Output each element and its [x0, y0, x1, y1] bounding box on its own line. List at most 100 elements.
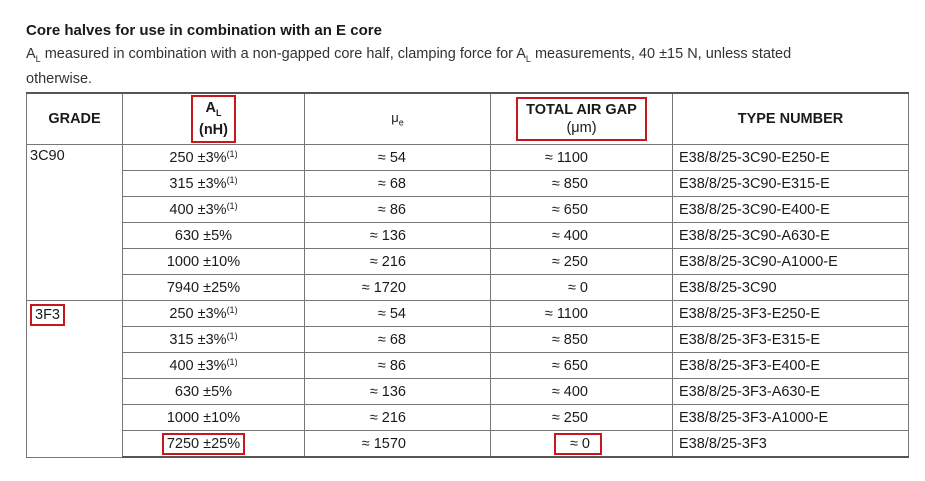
mu-cell: ≈ 136	[304, 222, 491, 249]
type-number-cell: E38/8/25-3C90	[672, 274, 909, 301]
table-row: 1000 ±10% ≈ 216 ≈ 250 E38/8/25-3F3-A1000-E	[27, 404, 909, 431]
table-row: 630 ±5% ≈ 136 ≈ 400 E38/8/25-3C90-A630-E	[27, 222, 909, 249]
table-row: 400 ±3%(1) ≈ 86 ≈ 650 E38/8/25-3C90-E400-E	[27, 196, 909, 223]
al-value: 250 ±3%(1)	[169, 148, 238, 166]
gap-cell: ≈ 1100	[490, 300, 673, 327]
header-gap: TOTAL AIR GAP (μm)	[490, 92, 673, 145]
gap-value: ≈ 400	[551, 383, 588, 400]
gap-value: ≈ 650	[551, 201, 588, 218]
al-value: 630 ±5%	[174, 383, 233, 400]
gap-cell: ≈ 650	[490, 196, 673, 223]
mu-cell: ≈ 54	[304, 144, 491, 171]
note-a-sub: L	[525, 53, 531, 64]
table-heading: Core halves for use in combination with …	[26, 22, 382, 39]
mu-cell: ≈ 136	[304, 378, 491, 405]
table-row: 1000 ±10% ≈ 216 ≈ 250 E38/8/25-3C90-A1000-E	[27, 248, 909, 275]
table-row: 400 ±3%(1) ≈ 86 ≈ 650 E38/8/25-3F3-E400-E	[27, 352, 909, 379]
gap-cell: ≈ 0	[490, 274, 673, 301]
mu-cell: ≈ 216	[304, 248, 491, 275]
mu-cell: ≈ 86	[304, 352, 491, 379]
note-text2: measurements, 40 ±15 N, unless stated ot…	[26, 46, 792, 87]
al-value: 7940 ±25%	[166, 279, 241, 296]
mu-cell: ≈ 86	[304, 196, 491, 223]
mu-cell: ≈ 1720	[304, 274, 491, 301]
type-number-cell: E38/8/25-3F3	[672, 430, 909, 458]
footnote-ref: (1)	[226, 148, 238, 159]
gap-value: ≈ 400	[551, 227, 588, 244]
type-number-cell: E38/8/25-3F3-E250-E	[672, 300, 909, 327]
highlight-box: AL (nH)	[191, 94, 236, 144]
gap-value: ≈ 0	[553, 432, 602, 455]
mu-cell: ≈ 54	[304, 300, 491, 327]
grade-cell: 3C90	[26, 144, 123, 301]
type-number-cell: E38/8/25-3F3-E400-E	[672, 352, 909, 379]
footnote-ref: (1)	[226, 174, 238, 185]
al-value: 7250 ±25%	[161, 432, 246, 455]
gap-value: ≈ 1100	[544, 149, 588, 166]
type-number-cell: E38/8/25-3F3-A1000-E	[672, 404, 909, 431]
header-row: GRADE AL (nH) μe TOTAL AIR GAP (μm) TYPE N…	[26, 92, 909, 145]
footnote-ref: (1)	[226, 304, 238, 315]
type-number-cell: E38/8/25-3C90-E315-E	[672, 170, 909, 197]
core-table: GRADE AL (nH) μe TOTAL AIR GAP (μm) TYPE N…	[26, 92, 909, 458]
al-cell: 250 ±3%(1)	[122, 300, 305, 327]
gap-cell: ≈ 0	[490, 430, 673, 458]
grade-cell: 3F3	[26, 300, 123, 458]
gap-cell: ≈ 850	[490, 326, 673, 353]
al-value: 400 ±3%(1)	[169, 356, 238, 374]
gap-cell: ≈ 650	[490, 352, 673, 379]
al-value: 400 ±3%(1)	[169, 200, 238, 218]
note-text1: measured in combination with a non-gappe…	[40, 46, 526, 62]
gap-value: ≈ 1100	[544, 305, 588, 322]
gap-cell: ≈ 400	[490, 378, 673, 405]
al-value: 630 ±5%	[174, 227, 233, 244]
gap-cell: ≈ 1100	[490, 144, 673, 171]
header-mu: μe	[304, 92, 491, 145]
gap-value: ≈ 850	[551, 175, 588, 192]
al-cell: 250 ±3%(1)	[122, 144, 305, 171]
footnote-ref: (1)	[226, 356, 238, 367]
gap-cell: ≈ 850	[490, 170, 673, 197]
grade-label: 3C90	[30, 148, 65, 164]
table-row: 3F3 250 ±3%(1) ≈ 54 ≈ 1100 E38/8/25-3F3-E250…	[26, 300, 909, 458]
gap-value: ≈ 650	[551, 357, 588, 374]
gap-value: ≈ 850	[551, 331, 588, 348]
gap-cell: ≈ 400	[490, 222, 673, 249]
al-cell: 400 ±3%(1)	[122, 196, 305, 223]
table-row: 3C90 250 ±3%(1) ≈ 54 ≈ 1100 E38/8/25-3C90-E2…	[26, 144, 909, 301]
al-value: 315 ±3%(1)	[169, 174, 238, 192]
type-number-cell: E38/8/25-3F3-A630-E	[672, 378, 909, 405]
mu-cell: ≈ 216	[304, 404, 491, 431]
al-cell: 315 ±3%(1)	[122, 170, 305, 197]
gap-value: ≈ 250	[551, 253, 588, 270]
header-al: AL (nH)	[122, 92, 305, 145]
al-cell: 1000 ±10%	[122, 404, 305, 431]
table-row: 7250 ±25% ≈ 1570 ≈ 0 E38/8/25-3F3	[27, 430, 909, 458]
al-value: 1000 ±10%	[166, 253, 241, 270]
header-grade: GRADE	[26, 92, 123, 145]
highlight-box: TOTAL AIR GAP (μm)	[516, 97, 647, 141]
footnote-ref: (1)	[226, 330, 238, 341]
gap-cell: ≈ 250	[490, 404, 673, 431]
type-number-cell: E38/8/25-3F3-E315-E	[672, 326, 909, 353]
al-value: 1000 ±10%	[166, 409, 241, 426]
gap-cell: ≈ 250	[490, 248, 673, 275]
al-cell: 315 ±3%(1)	[122, 326, 305, 353]
type-number-cell: E38/8/25-3C90-A630-E	[672, 222, 909, 249]
type-number-cell: E38/8/25-3C90-A1000-E	[672, 248, 909, 275]
table-note: A L measured in combination with a non-ga…	[26, 44, 846, 89]
gap-value: ≈ 250	[551, 409, 588, 426]
mu-cell: ≈ 68	[304, 170, 491, 197]
mu-cell: ≈ 1570	[304, 430, 491, 458]
header-type: TYPE NUMBER	[672, 92, 909, 145]
al-cell: 7250 ±25%	[122, 430, 305, 458]
table-row: 315 ±3%(1) ≈ 68 ≈ 850 E38/8/25-3F3-E315-E	[27, 326, 909, 353]
table-row: 315 ±3%(1) ≈ 68 ≈ 850 E38/8/25-3C90-E315-E	[27, 170, 909, 197]
al-value: 250 ±3%(1)	[169, 304, 238, 322]
note-a: A	[26, 46, 36, 62]
al-cell: 7940 ±25%	[122, 274, 305, 301]
type-number-cell: E38/8/25-3C90-E400-E	[672, 196, 909, 223]
al-cell: 630 ±5%	[122, 378, 305, 405]
table-row: 630 ±5% ≈ 136 ≈ 400 E38/8/25-3F3-A630-E	[27, 378, 909, 405]
type-number-cell: E38/8/25-3C90-E250-E	[672, 144, 909, 171]
